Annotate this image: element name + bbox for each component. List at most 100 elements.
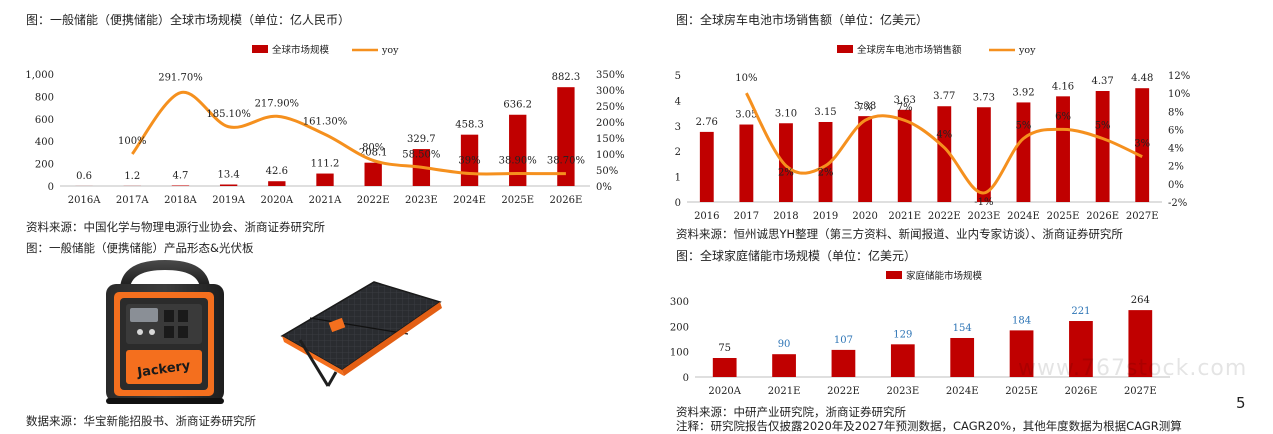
x-tick-label: 2020A xyxy=(708,386,741,397)
y-right-tick-label: 12% xyxy=(1168,71,1190,82)
power-station-image: Jackery xyxy=(100,258,230,406)
y-right-tick-label: 50% xyxy=(596,166,618,177)
photo-title: 图：一般储能（便携储能）产品形态&光伏板 xyxy=(26,240,253,256)
y-right-tick-label: 250% xyxy=(596,102,625,113)
yoy-value-label: 5% xyxy=(1016,121,1032,132)
legend-bar-swatch xyxy=(252,45,268,53)
y-left-tick-label: 200 xyxy=(670,322,689,333)
bar-value-label: 3.10 xyxy=(775,108,797,119)
yoy-value-label: 2% xyxy=(778,168,794,179)
y-right-tick-label: 8% xyxy=(1168,107,1184,118)
legend-bar-label: 全球房车电池市场销售额 xyxy=(857,44,962,56)
x-tick-label: 2024E xyxy=(946,386,979,397)
y-right-tick-label: 2% xyxy=(1168,162,1184,173)
yoy-value-label: 161.30% xyxy=(303,116,348,127)
bar-value-label: 636.2 xyxy=(503,100,532,111)
x-tick-label: 2025E xyxy=(1005,386,1038,397)
y-right-tick-label: 150% xyxy=(596,134,625,145)
bar-value-label: 329.7 xyxy=(407,134,436,145)
x-tick-label: 2025E xyxy=(1047,211,1080,222)
bar-value-label: 0.6 xyxy=(76,171,92,182)
bar-value-label: 458.3 xyxy=(455,120,484,131)
bar xyxy=(509,115,526,186)
bar xyxy=(172,185,189,186)
bar-value-label: 3.15 xyxy=(814,107,836,118)
y-left-tick-label: 0 xyxy=(48,182,54,193)
y-left-tick-label: 3 xyxy=(675,122,681,133)
x-tick-label: 2022E xyxy=(928,211,961,222)
bar-value-label: 4.48 xyxy=(1131,73,1153,84)
x-tick-label: 2016 xyxy=(694,211,719,222)
x-tick-label: 2020 xyxy=(852,211,877,222)
x-tick-label: 2026E xyxy=(550,195,583,206)
yoy-value-label: 2% xyxy=(818,168,834,179)
yoy-value-label: 3% xyxy=(1134,139,1150,150)
bar xyxy=(891,344,915,377)
x-tick-label: 2021A xyxy=(309,195,342,206)
bar-value-label: 4.7 xyxy=(173,170,189,181)
x-tick-label: 2018A xyxy=(164,195,197,206)
x-tick-label: 2021E xyxy=(768,386,801,397)
bar-value-label: 3.92 xyxy=(1012,87,1034,98)
x-tick-label: 2017A xyxy=(116,195,149,206)
bar xyxy=(772,354,796,377)
x-tick-label: 2023E xyxy=(405,195,438,206)
x-tick-label: 2026E xyxy=(1065,386,1098,397)
y-left-tick-label: 0 xyxy=(683,373,689,384)
y-left-tick-label: 100 xyxy=(670,348,689,359)
bar xyxy=(365,163,382,186)
y-right-tick-label: 6% xyxy=(1168,125,1184,136)
yoy-value-label: 80% xyxy=(362,142,384,153)
bar xyxy=(316,174,333,186)
y-left-tick-label: 400 xyxy=(35,137,54,148)
bar-value-label: 4.37 xyxy=(1091,76,1113,87)
y-left-tick-label: 5 xyxy=(675,71,681,82)
yoy-value-label: -1% xyxy=(974,197,993,208)
bar-value-label: 129 xyxy=(893,329,912,340)
y-left-tick-label: 0 xyxy=(675,198,681,209)
y-right-tick-label: 300% xyxy=(596,86,625,97)
y-right-tick-label: 350% xyxy=(596,70,625,81)
x-tick-label: 2026E xyxy=(1086,211,1119,222)
yoy-value-label: 7% xyxy=(897,102,913,113)
bar xyxy=(557,87,574,186)
x-tick-label: 2024E xyxy=(1007,211,1040,222)
x-tick-label: 2023E xyxy=(886,386,919,397)
bar-value-label: 111.2 xyxy=(311,159,340,170)
page-number: 5 xyxy=(1236,394,1246,412)
yoy-value-label: 39% xyxy=(458,156,480,167)
bar-value-label: 154 xyxy=(953,323,972,334)
bar-value-label: 13.4 xyxy=(218,169,240,180)
bar xyxy=(268,181,285,186)
y-right-tick-label: 0% xyxy=(596,182,612,193)
bar xyxy=(977,107,991,202)
legend-bar-label: 全球市场规模 xyxy=(272,44,330,56)
x-tick-label: 2023E xyxy=(968,211,1001,222)
x-tick-label: 2019A xyxy=(212,195,245,206)
y-right-tick-label: 10% xyxy=(1168,89,1190,100)
bar-value-label: 1.2 xyxy=(124,171,140,182)
bar-value-label: 107 xyxy=(834,335,853,346)
yoy-value-label: 4% xyxy=(936,130,952,141)
y-left-tick-label: 800 xyxy=(35,92,54,103)
y-right-tick-label: -2% xyxy=(1168,198,1187,209)
bar xyxy=(950,338,974,377)
y-right-tick-label: 100% xyxy=(596,150,625,161)
bar-value-label: 221 xyxy=(1071,306,1090,317)
legend-bar-label: 家庭储能市场规模 xyxy=(906,270,983,282)
x-tick-label: 2027E xyxy=(1126,211,1159,222)
x-tick-label: 2024E xyxy=(453,195,486,206)
x-tick-label: 2018 xyxy=(773,211,798,222)
yoy-value-label: 38.70% xyxy=(547,156,585,167)
yoy-value-label: 6% xyxy=(1055,111,1071,122)
x-tick-label: 2021E xyxy=(888,211,921,222)
y-right-tick-label: 0% xyxy=(1168,180,1184,191)
chart2-title: 图：全球房车电池市场销售额（单位：亿美元） xyxy=(676,11,928,28)
y-left-tick-label: 200 xyxy=(35,160,54,171)
solar-panel-image xyxy=(270,274,450,392)
y-right-tick-label: 200% xyxy=(596,118,625,129)
bar xyxy=(1096,91,1110,202)
chart2-source: 资料来源：恒州诚思YH整理（第三方资料、新闻报道、业内专家访谈）、浙商证券研究所 xyxy=(676,226,1123,242)
yoy-value-label: 291.70% xyxy=(158,73,203,84)
